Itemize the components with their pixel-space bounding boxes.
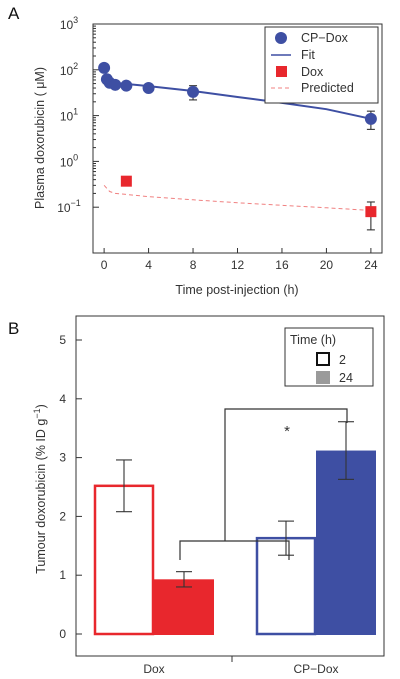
dox-point	[120, 175, 132, 187]
cp-dox-point	[120, 79, 133, 92]
a-y-tick-label: 100	[60, 152, 78, 169]
bracket-outer	[224, 408, 348, 488]
panel-b-y-axis-title-superscript: −1	[32, 408, 42, 418]
a-y-tick-label: 10−1	[57, 198, 81, 215]
panel-b-y-axis-title-main: Tumour doxorubicin (% ID g	[34, 419, 48, 574]
legend-2h-label: 2	[339, 353, 346, 367]
a-y-tick-exponent: 3	[73, 15, 78, 25]
a-x-tick-label: 24	[364, 258, 378, 272]
b-category-label: CP−Dox	[293, 662, 338, 676]
panel-a-x-ticks: 0 4 8 12 16 20 24	[101, 248, 378, 272]
a-y-tick-base: 10	[57, 201, 71, 215]
legend-cp-dox-label: CP−Dox	[301, 31, 349, 45]
b-y-tick-label: 4	[59, 392, 66, 406]
bar-Dox-24h	[154, 579, 214, 635]
panel-a-x-axis-title: Time post-injection (h)	[175, 283, 298, 297]
panel-b-letter: B	[8, 319, 19, 338]
bar-CP−Dox-24h	[316, 450, 376, 635]
a-y-tick-base: 10	[60, 110, 74, 124]
a-y-tick-label: 103	[60, 15, 78, 32]
panel-b-plot-frame	[75, 315, 385, 657]
a-x-tick-label: 0	[101, 258, 108, 272]
a-x-tick-label: 12	[231, 258, 245, 272]
bracket-left	[179, 540, 290, 560]
cp-dox-point	[187, 85, 200, 98]
a-y-tick-label: 102	[60, 61, 78, 78]
legend-dox-label: Dox	[301, 65, 324, 79]
panel-a-y-axis-title: Plasma doxorubicin ( μM)	[33, 67, 47, 209]
legend-24h-swatch	[316, 371, 330, 384]
predicted-line	[103, 185, 371, 211]
b-y-tick-label: 2	[59, 509, 66, 523]
a-y-tick-exponent: −1	[71, 198, 81, 208]
significance-bracket: *	[179, 408, 348, 560]
legend-24h-label: 24	[339, 371, 353, 385]
panel-b-y-ticks: 0 1 2 3 4 5	[59, 333, 82, 641]
significance-star: *	[284, 423, 290, 440]
dox-point	[365, 206, 377, 218]
a-y-tick-label: 101	[60, 107, 78, 124]
panel-a-legend: CP−Dox Fit Dox Predicted	[264, 26, 379, 104]
b-y-tick-label: 5	[59, 333, 66, 347]
panel-b-x-labels: Dox CP−Dox	[143, 662, 338, 676]
panel-b-legend-title: Time (h)	[290, 333, 336, 347]
legend-dox-marker	[276, 66, 287, 77]
cp-dox-point	[109, 78, 122, 91]
cp-dox-point	[364, 112, 377, 125]
panel-b-bars	[93, 421, 376, 636]
b-y-tick-label: 0	[59, 627, 66, 641]
a-y-tick-base: 10	[60, 155, 74, 169]
b-category-label: Dox	[143, 662, 164, 676]
a-y-tick-exponent: 0	[73, 152, 78, 162]
a-x-tick-label: 16	[275, 258, 289, 272]
b-y-tick-label: 1	[59, 568, 66, 582]
legend-2h-swatch	[316, 352, 330, 366]
a-y-tick-exponent: 2	[73, 61, 78, 71]
legend-predicted-label: Predicted	[301, 81, 354, 95]
cp-dox-point	[142, 82, 155, 95]
a-y-tick-base: 10	[60, 64, 74, 78]
cp-dox-point	[98, 61, 111, 74]
panel-b-y-axis-title-close: )	[34, 404, 48, 408]
b-y-tick-label: 3	[59, 451, 66, 465]
legend-cp-dox-marker	[275, 32, 287, 44]
panel-b-y-axis-title: Tumour doxorubicin (% ID g−1)	[32, 404, 48, 574]
a-y-tick-base: 10	[60, 18, 74, 32]
panel-b: B 0 1 2 3 4 5 Tumour doxorubicin (% ID g−1) D…	[8, 315, 385, 676]
panel-a-letter: A	[8, 4, 20, 23]
a-x-tick-label: 20	[320, 258, 334, 272]
a-x-tick-label: 4	[145, 258, 152, 272]
a-y-tick-exponent: 1	[73, 107, 78, 117]
legend-fit-label: Fit	[301, 48, 315, 62]
panel-b-legend: Time (h) 2 24	[284, 327, 374, 387]
panel-a-series	[98, 61, 377, 231]
a-x-tick-label: 8	[190, 258, 197, 272]
